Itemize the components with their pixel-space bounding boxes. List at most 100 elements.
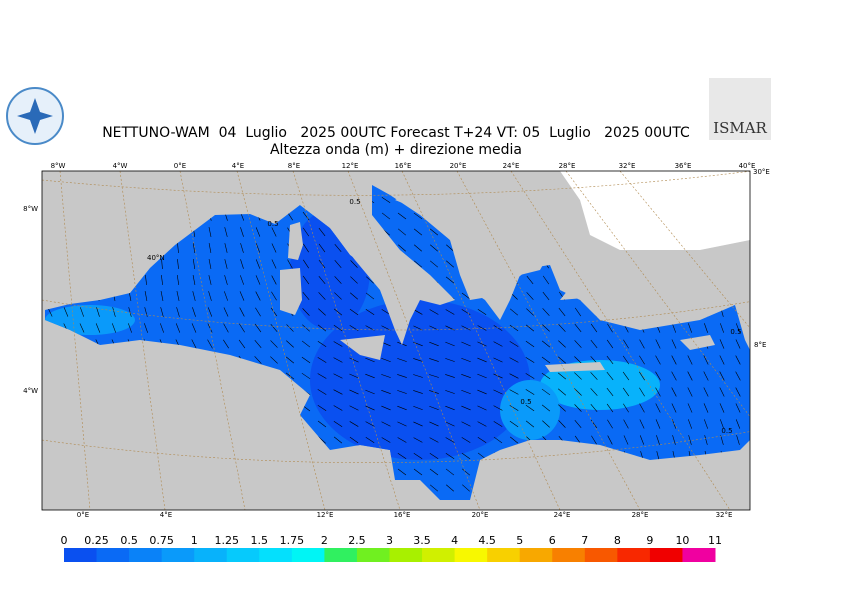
top-lon-label: 36°E [675,162,692,170]
direction-arrow [333,420,343,428]
direction-arrow [413,405,423,411]
direction-arrow [349,373,359,379]
direction-arrow [224,227,228,237]
direction-arrow [445,405,455,411]
top-lon-label: 4°E [232,162,244,170]
bottom-lon-label: 12°E [317,511,334,519]
direction-arrow [176,307,180,317]
direction-arrow [301,372,311,380]
direction-arrow [526,308,534,316]
direction-arrow [397,437,407,443]
direction-arrow [333,373,343,379]
top-lon-label: 16°E [395,162,412,170]
direction-arrow [333,436,343,444]
direction-arrow [703,403,709,413]
direction-arrow [622,355,630,365]
direction-arrow [735,371,741,381]
direction-arrow [461,357,471,363]
direction-arrow [285,356,295,364]
direction-arrow [270,340,278,348]
colorbar-swatch [682,548,716,562]
direction-arrow [477,325,487,331]
direction-arrow [509,405,519,411]
direction-arrow [688,323,692,333]
direction-arrow [111,323,117,333]
direction-arrow [208,259,212,269]
bottom-lon-label: 16°E [394,511,411,519]
direction-arrow [509,373,519,379]
direction-arrow [590,372,598,380]
contour-label: 0.5 [721,427,732,435]
direction-arrow [80,307,84,317]
direction-arrow [429,437,439,443]
left-label: 4°W [23,387,38,395]
direction-arrow [429,244,439,252]
colorbar-swatch [324,548,358,562]
direction-arrow [381,405,391,411]
direction-arrow [558,307,566,317]
direction-arrow [493,389,503,395]
parallel [42,171,750,196]
direction-arrow [509,389,519,395]
direction-arrow [397,374,407,378]
direction-arrow [350,276,358,284]
colorbar-label: 7 [581,534,588,547]
direction-arrow [541,388,551,396]
colorbar-label: 3 [386,534,393,547]
direction-arrow [287,259,293,269]
colorbar-swatch [487,548,521,562]
direction-arrow [445,437,455,443]
direction-arrow [271,227,277,237]
direction-arrow [445,468,455,476]
direction-arrow [493,405,503,411]
meridians [59,171,750,510]
direction-arrow [365,437,375,443]
direction-arrow [558,420,566,428]
colorbar-label: 2.5 [348,534,366,547]
direction-arrow [413,309,423,315]
direction-arrow [445,390,455,394]
bottom-lon-label: 4°E [160,511,172,519]
colorbar-swatch [194,548,228,562]
direction-arrow [413,325,423,331]
direction-arrow [719,371,725,381]
direction-arrow [704,323,708,333]
direction-arrow [607,419,613,429]
top-lon-label: 24°E [503,162,520,170]
direction-arrow [574,404,582,412]
direction-arrow [207,307,213,317]
direction-arrow [429,484,439,492]
direction-arrow [509,420,519,428]
direction-arrow [525,357,535,363]
direction-arrow [429,405,439,411]
top-lon-label: 28°E [559,162,576,170]
direction-arrow [144,291,148,301]
direction-arrow [207,339,213,349]
colorbar-swatch [259,548,293,562]
anatolia [560,250,740,310]
direction-arrow [736,435,740,445]
top-lon-label: 20°E [450,162,467,170]
direction-arrow [79,323,85,333]
direction-arrow [333,308,343,316]
direction-arrow [271,259,277,269]
direction-arrow [542,324,550,332]
direction-arrow [590,339,598,349]
direction-arrow [365,292,375,300]
direction-arrow [240,243,244,253]
direction-arrow [191,323,197,333]
colorbar-label: 0.5 [120,534,138,547]
parallel [42,431,750,464]
direction-arrow [655,419,661,429]
direction-arrow [477,373,487,379]
direction-arrow [445,421,455,427]
colorbar-swatch [617,548,651,562]
direction-arrow [525,340,535,348]
italy [300,180,455,345]
right-label: 8°E [754,341,766,349]
direction-arrow [525,373,535,379]
colorbar-swatch [422,548,456,562]
direction-arrow [735,403,741,413]
colorbar-label: 11 [708,534,722,547]
